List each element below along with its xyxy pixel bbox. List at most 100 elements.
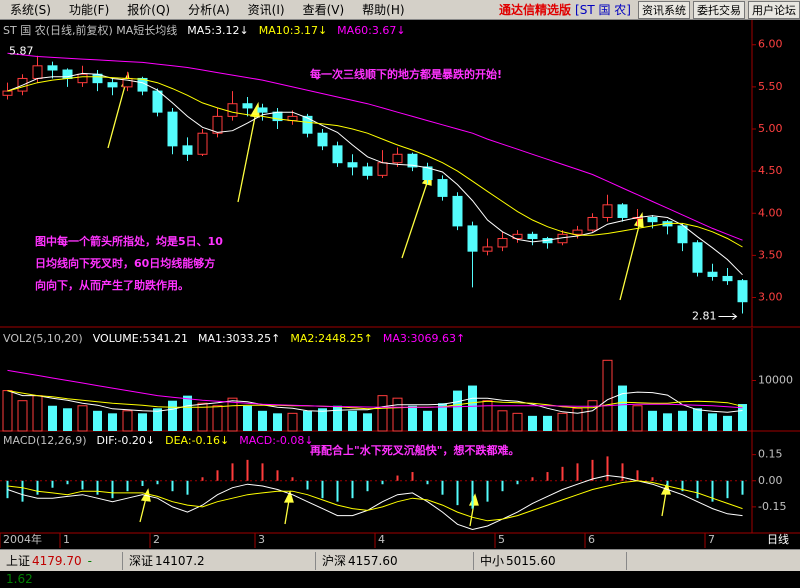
bar xyxy=(377,395,388,432)
legend-text: DEA:-0.16↓ xyxy=(165,434,229,447)
menu-item[interactable]: 分析(A) xyxy=(188,3,230,17)
bar xyxy=(126,480,129,492)
bar xyxy=(321,480,324,499)
bar xyxy=(456,480,459,506)
y-tick-label: 5.00 xyxy=(758,122,783,135)
arrow xyxy=(619,221,641,301)
bar xyxy=(197,402,208,432)
y-tick-label: 10000 xyxy=(758,374,793,387)
menu-item[interactable]: 功能(F) xyxy=(68,3,110,17)
legend-text: VOLUME:5341.21 xyxy=(93,332,188,345)
low-pointer xyxy=(718,313,738,320)
candle-body xyxy=(422,166,433,181)
y-tick-label: 4.50 xyxy=(758,164,783,177)
x-tick-label: 3 xyxy=(258,533,265,546)
bar xyxy=(333,405,342,431)
index-cell: 深证 14107.2 xyxy=(123,551,316,570)
index-name: 上证 xyxy=(6,553,31,568)
y-tick-label: -0.15 xyxy=(758,500,786,513)
legend-text: MA2:2448.25↑ xyxy=(290,332,372,345)
annotation: 再配合上"水下死叉沉船快"，想不跌都难。 xyxy=(310,443,519,457)
bar xyxy=(318,408,327,431)
stock-name: [ST 国 农] xyxy=(575,3,631,17)
legend-text: MACD(12,26,9) xyxy=(3,434,87,447)
candle-body xyxy=(587,216,598,231)
bar xyxy=(681,480,684,492)
bar xyxy=(392,397,403,432)
button[interactable]: 资讯系统 xyxy=(638,0,690,19)
bar xyxy=(138,413,147,431)
x-tick-label: 4 xyxy=(378,533,385,546)
bar xyxy=(663,413,672,431)
bar xyxy=(453,390,462,431)
y-tick-label: 0.00 xyxy=(758,474,783,487)
menu-item[interactable]: 帮助(H) xyxy=(362,3,405,17)
candle-body xyxy=(527,233,538,240)
candle-body xyxy=(707,271,718,277)
candle-body xyxy=(167,111,178,147)
index-cell: 中小 5015.60 xyxy=(474,551,627,570)
bar xyxy=(168,400,177,431)
candle-body xyxy=(377,162,388,176)
bar xyxy=(471,480,474,509)
menu-item[interactable]: 报价(Q) xyxy=(127,3,171,17)
bar xyxy=(243,405,252,431)
candle-body xyxy=(107,82,118,88)
bar xyxy=(587,400,598,432)
bar xyxy=(363,413,372,431)
candle-body xyxy=(392,153,403,164)
candle-body xyxy=(452,195,463,227)
bar xyxy=(411,472,414,481)
menu-item[interactable]: 资讯(I) xyxy=(247,3,285,17)
bar xyxy=(303,410,312,431)
bar xyxy=(602,359,613,432)
bar xyxy=(501,480,504,492)
bar xyxy=(201,477,204,481)
bar xyxy=(32,395,43,432)
candle-body xyxy=(692,242,703,273)
bar xyxy=(531,477,534,481)
index-cell: 沪深 4157.60 xyxy=(316,551,474,570)
bar xyxy=(666,480,669,486)
bar xyxy=(381,480,384,485)
button[interactable]: 委托交易 xyxy=(693,0,745,19)
button[interactable]: 用户论坛 xyxy=(748,0,800,19)
candle-body xyxy=(47,65,58,71)
legend-text: MA10:3.17↓ xyxy=(259,24,327,37)
bar xyxy=(543,415,552,431)
bar xyxy=(482,400,493,432)
candle-body xyxy=(647,216,658,223)
index-value: 4157.60 xyxy=(348,553,398,568)
menu-item[interactable]: 查看(V) xyxy=(302,3,345,17)
bar xyxy=(153,408,162,431)
bar xyxy=(348,410,357,431)
bar xyxy=(261,463,264,481)
bar xyxy=(291,477,294,481)
index-name: 沪深 xyxy=(322,553,347,568)
bar xyxy=(557,412,568,432)
bar xyxy=(6,480,9,499)
ma-line xyxy=(7,474,743,531)
bar xyxy=(141,480,144,486)
candle-body xyxy=(32,65,43,79)
bar xyxy=(156,480,159,485)
bar xyxy=(216,470,219,481)
bar xyxy=(468,385,477,431)
bar xyxy=(486,480,489,502)
side-tab[interactable]: 日线 xyxy=(767,532,789,546)
bar xyxy=(423,410,432,431)
candle-body xyxy=(617,204,628,218)
legend-text: VOL2(5,10,20) xyxy=(3,332,83,345)
bar xyxy=(497,410,508,432)
ma-line xyxy=(7,72,743,276)
legend-text: DIF:-0.20↓ xyxy=(97,434,156,447)
bar xyxy=(306,480,309,490)
x-tick-label: 1 xyxy=(63,533,70,546)
menu-item[interactable]: 系统(S) xyxy=(10,3,51,17)
low-label: 2.81 xyxy=(692,310,717,323)
bar xyxy=(408,405,417,431)
candle-body xyxy=(197,132,208,155)
candle-body xyxy=(242,103,253,109)
index-value: 5015.60 xyxy=(506,553,556,568)
candle-body xyxy=(227,103,238,117)
